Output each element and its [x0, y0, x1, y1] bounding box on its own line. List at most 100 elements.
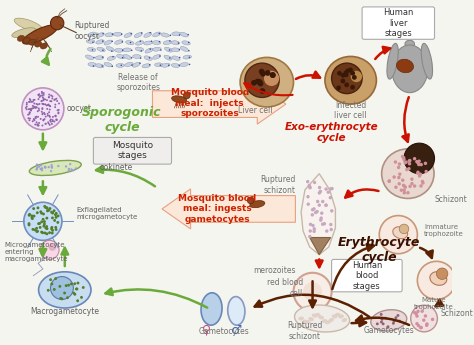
Circle shape — [169, 57, 171, 59]
Circle shape — [141, 32, 143, 34]
Circle shape — [36, 103, 37, 105]
Circle shape — [36, 206, 39, 209]
Circle shape — [183, 92, 190, 99]
Circle shape — [37, 125, 40, 126]
Circle shape — [38, 93, 40, 95]
Circle shape — [403, 161, 407, 165]
Circle shape — [330, 187, 334, 190]
Circle shape — [32, 207, 35, 210]
Ellipse shape — [136, 41, 144, 45]
Circle shape — [50, 118, 52, 120]
Circle shape — [44, 118, 46, 120]
Ellipse shape — [134, 33, 142, 38]
Circle shape — [44, 231, 46, 234]
Circle shape — [350, 71, 355, 76]
Circle shape — [392, 175, 396, 179]
Circle shape — [58, 109, 60, 111]
Ellipse shape — [104, 62, 112, 67]
Circle shape — [38, 108, 40, 109]
Circle shape — [159, 41, 160, 42]
Ellipse shape — [97, 47, 105, 52]
Circle shape — [30, 101, 32, 103]
Ellipse shape — [312, 314, 317, 318]
Circle shape — [39, 168, 42, 170]
Circle shape — [45, 123, 46, 125]
Circle shape — [40, 240, 59, 259]
Ellipse shape — [298, 317, 304, 321]
Circle shape — [29, 99, 31, 101]
Circle shape — [397, 176, 401, 179]
Circle shape — [29, 108, 31, 110]
Circle shape — [61, 297, 64, 300]
Circle shape — [40, 230, 43, 234]
Circle shape — [56, 119, 58, 121]
Circle shape — [73, 282, 76, 285]
Circle shape — [149, 32, 151, 33]
Circle shape — [408, 159, 411, 162]
Ellipse shape — [125, 62, 133, 67]
Ellipse shape — [318, 316, 324, 319]
Circle shape — [46, 209, 49, 212]
Circle shape — [29, 111, 31, 114]
Circle shape — [270, 72, 276, 78]
Circle shape — [43, 112, 45, 114]
Circle shape — [410, 182, 414, 185]
Circle shape — [415, 314, 419, 318]
Circle shape — [46, 233, 48, 235]
Circle shape — [40, 220, 43, 223]
Circle shape — [403, 186, 407, 189]
Circle shape — [36, 230, 39, 233]
Circle shape — [418, 159, 421, 163]
Text: Gametocytes: Gametocytes — [199, 327, 249, 336]
Circle shape — [26, 108, 27, 110]
Circle shape — [48, 207, 51, 210]
Ellipse shape — [172, 32, 181, 36]
Ellipse shape — [162, 63, 170, 67]
Circle shape — [45, 227, 47, 229]
Circle shape — [35, 117, 36, 119]
Circle shape — [37, 222, 40, 225]
Text: Sporogonic
cycle: Sporogonic cycle — [82, 106, 162, 134]
Text: ookinete: ookinete — [100, 164, 133, 172]
Circle shape — [399, 224, 409, 234]
Circle shape — [33, 106, 35, 108]
Ellipse shape — [161, 33, 169, 37]
Circle shape — [50, 95, 52, 97]
Circle shape — [398, 172, 401, 176]
Circle shape — [404, 160, 408, 164]
Ellipse shape — [421, 43, 433, 79]
Circle shape — [93, 57, 95, 58]
Circle shape — [258, 81, 264, 87]
Ellipse shape — [393, 227, 408, 239]
Circle shape — [28, 111, 30, 114]
Circle shape — [112, 33, 113, 35]
Circle shape — [320, 211, 323, 215]
Ellipse shape — [180, 62, 188, 67]
Text: red blood
cell: red blood cell — [267, 278, 303, 298]
Circle shape — [321, 223, 324, 226]
Circle shape — [45, 225, 48, 228]
Ellipse shape — [180, 32, 188, 37]
Circle shape — [59, 297, 62, 300]
Circle shape — [52, 119, 54, 121]
Circle shape — [46, 207, 48, 210]
Circle shape — [309, 229, 312, 233]
Circle shape — [50, 283, 53, 285]
Circle shape — [42, 218, 45, 221]
Circle shape — [42, 99, 44, 101]
Circle shape — [57, 111, 59, 114]
Circle shape — [93, 65, 94, 67]
Text: merozoites: merozoites — [253, 266, 295, 275]
Circle shape — [410, 177, 414, 181]
Circle shape — [51, 166, 53, 168]
Circle shape — [76, 299, 79, 302]
Circle shape — [25, 107, 27, 109]
Circle shape — [410, 305, 438, 332]
Circle shape — [416, 309, 419, 313]
Circle shape — [54, 98, 56, 100]
Circle shape — [52, 116, 54, 118]
Circle shape — [50, 170, 52, 172]
Ellipse shape — [105, 33, 114, 37]
Ellipse shape — [113, 32, 122, 36]
Circle shape — [53, 209, 55, 212]
